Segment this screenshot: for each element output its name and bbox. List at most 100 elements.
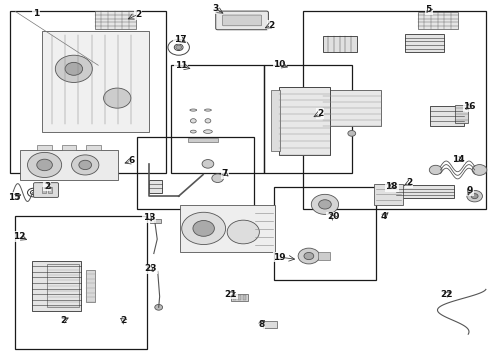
Text: 6: 6: [128, 157, 134, 166]
Bar: [317, 252, 329, 260]
Circle shape: [318, 200, 330, 209]
Bar: [180, 205, 274, 252]
Bar: [395, 185, 453, 198]
Circle shape: [466, 190, 482, 202]
Circle shape: [71, 155, 99, 175]
Bar: [322, 36, 356, 52]
Text: 17: 17: [173, 35, 186, 44]
Circle shape: [155, 305, 162, 310]
Text: 2: 2: [60, 316, 66, 325]
Bar: [454, 105, 468, 123]
Circle shape: [37, 159, 52, 171]
Text: 21: 21: [224, 289, 237, 298]
Circle shape: [471, 165, 486, 175]
Text: 15: 15: [8, 193, 20, 202]
Circle shape: [304, 252, 313, 260]
Bar: [149, 180, 161, 193]
Text: 20: 20: [326, 212, 339, 221]
Bar: [273, 187, 375, 280]
Circle shape: [193, 221, 214, 236]
Bar: [48, 187, 52, 193]
Text: 12: 12: [13, 232, 25, 241]
Text: 1: 1: [33, 9, 39, 18]
Bar: [322, 90, 380, 126]
Text: 8: 8: [258, 320, 264, 329]
Text: 16: 16: [463, 102, 475, 111]
Bar: [262, 320, 277, 328]
Bar: [47, 264, 79, 307]
Ellipse shape: [204, 109, 211, 111]
Circle shape: [65, 62, 82, 75]
Circle shape: [37, 183, 45, 189]
Circle shape: [202, 159, 213, 168]
Bar: [86, 270, 95, 302]
Circle shape: [227, 220, 259, 244]
Circle shape: [103, 88, 131, 108]
Bar: [271, 90, 280, 151]
Circle shape: [470, 194, 477, 199]
FancyBboxPatch shape: [215, 11, 268, 30]
Bar: [37, 145, 52, 150]
Text: 2: 2: [135, 10, 141, 19]
Circle shape: [55, 55, 92, 82]
Circle shape: [27, 152, 61, 177]
Bar: [86, 145, 101, 150]
Bar: [10, 12, 166, 173]
Bar: [417, 12, 457, 29]
Text: 2: 2: [44, 181, 50, 190]
Bar: [429, 107, 463, 126]
FancyBboxPatch shape: [222, 15, 261, 26]
Circle shape: [182, 212, 225, 244]
Bar: [137, 137, 254, 209]
Bar: [94, 12, 136, 30]
Text: 5: 5: [425, 5, 431, 14]
Ellipse shape: [203, 130, 212, 134]
Bar: [264, 65, 351, 173]
Ellipse shape: [190, 119, 196, 123]
Bar: [32, 261, 81, 311]
Text: 18: 18: [385, 182, 397, 191]
Text: 23: 23: [144, 265, 157, 274]
Bar: [303, 12, 485, 209]
Text: 3: 3: [212, 4, 218, 13]
Text: 9: 9: [466, 186, 472, 195]
Text: 13: 13: [143, 213, 155, 222]
Text: 2: 2: [316, 109, 323, 118]
Bar: [42, 187, 46, 193]
Bar: [237, 295, 241, 300]
Text: 22: 22: [440, 289, 452, 298]
Bar: [20, 150, 118, 180]
Text: 2: 2: [406, 178, 411, 187]
Ellipse shape: [204, 119, 210, 123]
Text: 2: 2: [267, 21, 274, 30]
Bar: [278, 87, 329, 155]
Bar: [150, 220, 160, 223]
Circle shape: [428, 165, 441, 175]
Text: 4: 4: [380, 212, 386, 221]
Bar: [61, 145, 76, 150]
Bar: [188, 138, 217, 142]
Bar: [405, 34, 444, 52]
Bar: [42, 31, 149, 132]
Circle shape: [211, 174, 223, 183]
Text: 19: 19: [273, 253, 285, 262]
Bar: [232, 295, 236, 300]
Text: 11: 11: [175, 62, 187, 71]
Ellipse shape: [190, 130, 196, 133]
Bar: [171, 65, 264, 173]
Bar: [373, 184, 402, 205]
Circle shape: [311, 194, 338, 215]
Circle shape: [298, 248, 319, 264]
Circle shape: [175, 45, 181, 49]
Ellipse shape: [189, 109, 196, 111]
Bar: [15, 216, 147, 348]
Bar: [242, 295, 245, 300]
Circle shape: [347, 131, 355, 136]
Text: 7: 7: [222, 169, 228, 178]
FancyBboxPatch shape: [34, 183, 59, 197]
Text: 2: 2: [120, 316, 126, 325]
Circle shape: [79, 160, 91, 170]
Text: 10: 10: [273, 60, 285, 69]
Bar: [230, 294, 248, 301]
Text: 14: 14: [451, 155, 464, 164]
